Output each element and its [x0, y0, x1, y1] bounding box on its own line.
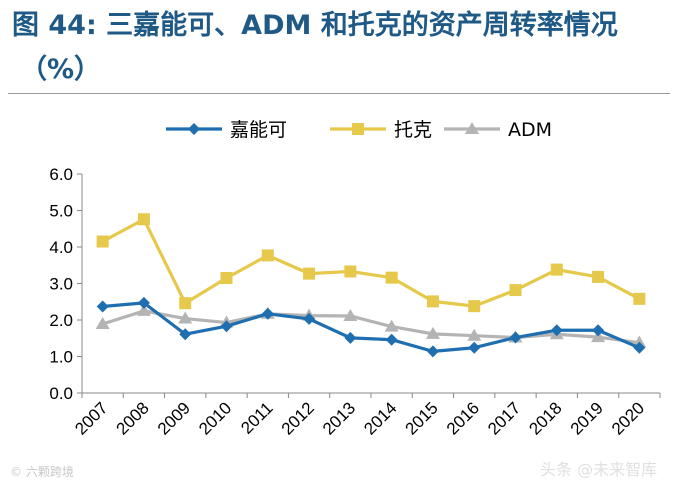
x-tick-label: 2020 — [608, 398, 648, 438]
legend-marker — [188, 123, 200, 135]
y-tick-label: 4.0 — [49, 238, 73, 257]
data-point-diamond — [550, 324, 563, 337]
data-point-diamond — [303, 312, 316, 325]
x-tick-label: 2011 — [237, 398, 276, 437]
legend-marker — [352, 123, 364, 135]
data-point-triangle — [384, 319, 399, 332]
title-divider — [8, 93, 670, 94]
data-point-square — [137, 213, 150, 226]
watermark-right: 头条 @未来智库 — [540, 460, 658, 479]
data-point-diamond — [261, 307, 274, 320]
x-tick-label: 2008 — [113, 398, 153, 438]
legend-label: 托克 — [394, 119, 432, 141]
x-tick-label: 2007 — [71, 398, 111, 438]
data-point-square — [385, 271, 398, 284]
series-line-square — [101, 217, 641, 308]
legend-marker — [465, 122, 479, 134]
y-tick-label: 2.0 — [49, 311, 73, 330]
data-point-square — [509, 284, 522, 297]
series-line-triangle — [102, 309, 640, 345]
data-point-diamond — [179, 328, 192, 341]
title-line1: 图 44: 三嘉能可、ADM 和托克的资产周转率情况 — [12, 10, 618, 41]
data-point-square — [550, 263, 563, 276]
data-point-triangle — [136, 303, 151, 316]
data-point-square — [468, 300, 481, 313]
y-tick-label: 6.0 — [49, 165, 73, 184]
data-point-diamond — [344, 331, 357, 344]
watermark-left: © 六颗跨境 — [10, 465, 74, 479]
x-tick-label: 2009 — [154, 398, 194, 438]
data-point-diamond — [633, 341, 646, 354]
data-point-square — [96, 235, 109, 248]
x-tick-label: 2014 — [360, 398, 400, 438]
legend-label: ADM — [508, 119, 552, 141]
data-point-triangle — [343, 308, 358, 321]
data-point-triangle — [178, 311, 193, 324]
x-tick-label: 2016 — [443, 398, 483, 438]
y-tick-label: 5.0 — [49, 202, 73, 221]
data-point-triangle — [467, 328, 482, 341]
x-tick-label: 2015 — [402, 398, 442, 438]
data-point-diamond — [385, 333, 398, 346]
data-point-triangle — [95, 317, 110, 330]
data-point-diamond — [220, 320, 233, 333]
data-point-triangle — [425, 326, 440, 339]
x-tick-label: 2017 — [484, 398, 524, 438]
data-point-square — [633, 292, 646, 305]
y-tick-label: 1.0 — [49, 348, 73, 367]
legend-label: 嘉能可 — [230, 119, 287, 141]
y-tick-label: 0.0 — [49, 384, 73, 403]
data-point-square — [426, 295, 439, 308]
data-point-square — [592, 270, 605, 283]
data-point-square — [261, 249, 274, 262]
data-point-diamond — [137, 296, 150, 309]
data-point-square — [220, 272, 233, 285]
x-tick-label: 2019 — [567, 398, 607, 438]
data-point-diamond — [468, 341, 481, 354]
data-point-square — [344, 265, 357, 278]
data-point-square — [303, 267, 316, 280]
x-tick-label: 2018 — [525, 398, 565, 438]
series-line-diamond — [102, 301, 640, 353]
title-line2: （%） — [20, 54, 102, 85]
data-point-diamond — [96, 300, 109, 313]
data-point-diamond — [592, 324, 605, 337]
data-point-diamond — [426, 345, 439, 358]
data-point-diamond — [509, 331, 522, 344]
data-point-square — [179, 297, 192, 310]
y-tick-label: 3.0 — [49, 275, 73, 294]
x-tick-label: 2013 — [319, 398, 359, 438]
chart-title: 图 44: 三嘉能可、ADM 和托克的资产周转率情况 （%） — [12, 4, 672, 92]
x-tick-label: 2010 — [195, 398, 235, 438]
x-tick-label: 2012 — [278, 398, 318, 438]
